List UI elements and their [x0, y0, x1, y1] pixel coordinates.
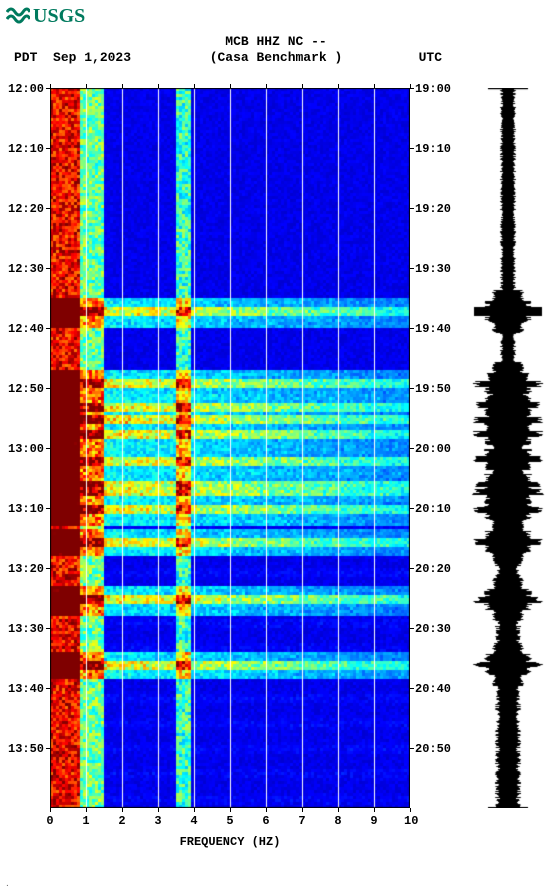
y-left-tick-label: 12:10 — [8, 142, 44, 156]
y-left-tick-label: 12:00 — [8, 82, 44, 96]
y-left-tick-label: 12:40 — [8, 322, 44, 336]
x-tick-label: 2 — [116, 814, 128, 828]
y-left-tick-label: 13:40 — [8, 682, 44, 696]
usgs-logo-text: USGS — [33, 5, 85, 28]
waveform-plot — [470, 88, 546, 808]
y-left-tick-label: 12:30 — [8, 262, 44, 276]
x-tick-label: 9 — [368, 814, 380, 828]
y-left-tick-label: 12:20 — [8, 202, 44, 216]
y-right-tick-label: 20:20 — [415, 562, 451, 576]
y-right-tick-label: 19:10 — [415, 142, 451, 156]
spectrogram-plot — [50, 88, 410, 808]
spectrogram-canvas — [50, 88, 410, 808]
y-left-tick-label: 12:50 — [8, 382, 44, 396]
station-name: (Casa Benchmark ) — [0, 50, 552, 65]
y-left-tick-label: 13:30 — [8, 622, 44, 636]
y-right-tick-label: 19:40 — [415, 322, 451, 336]
x-tick-label: 8 — [332, 814, 344, 828]
y-right-tick-label: 20:40 — [415, 682, 451, 696]
y-right-tick-label: 19:00 — [415, 82, 451, 96]
station-code-line: MCB HHZ NC -- — [0, 34, 552, 49]
y-right-tick-label: 19:20 — [415, 202, 451, 216]
x-tick-label: 3 — [152, 814, 164, 828]
y-left-tick-label: 13:10 — [8, 502, 44, 516]
y-right-tick-label: 20:50 — [415, 742, 451, 756]
y-left-tick-label: 13:50 — [8, 742, 44, 756]
utc-label: UTC — [419, 50, 442, 65]
usgs-wave-icon — [6, 4, 30, 28]
y-right-tick-label: 19:30 — [415, 262, 451, 276]
y-right-tick-label: 19:50 — [415, 382, 451, 396]
x-tick-label: 10 — [404, 814, 416, 828]
waveform-canvas — [470, 88, 546, 808]
x-tick-label: 0 — [44, 814, 56, 828]
y-right-tick-label: 20:00 — [415, 442, 451, 456]
y-right-tick-label: 20:30 — [415, 622, 451, 636]
x-tick-label: 7 — [296, 814, 308, 828]
y-left-tick-label: 13:20 — [8, 562, 44, 576]
x-tick-label: 5 — [224, 814, 236, 828]
x-tick-label: 6 — [260, 814, 272, 828]
usgs-logo: USGS — [6, 4, 85, 28]
y-right-tick-label: 20:10 — [415, 502, 451, 516]
y-left-tick-label: 13:00 — [8, 442, 44, 456]
x-tick-label: 1 — [80, 814, 92, 828]
page-root: { "logo": {"color":"#007a5e","text":"USG… — [0, 0, 552, 893]
x-axis-label: FREQUENCY (HZ) — [50, 835, 410, 849]
x-tick-label: 4 — [188, 814, 200, 828]
footer-mark: . — [6, 878, 9, 889]
